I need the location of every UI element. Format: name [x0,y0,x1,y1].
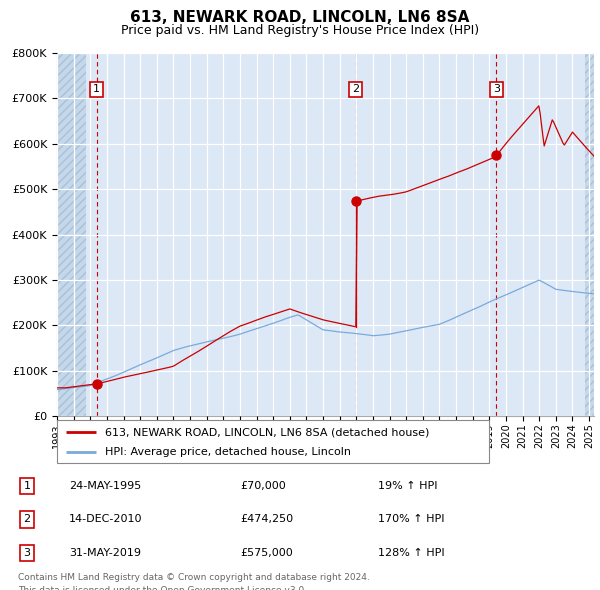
Text: 613, NEWARK ROAD, LINCOLN, LN6 8SA (detached house): 613, NEWARK ROAD, LINCOLN, LN6 8SA (deta… [104,427,429,437]
Text: This data is licensed under the Open Government Licence v3.0.: This data is licensed under the Open Gov… [18,586,307,590]
Text: 3: 3 [23,548,31,558]
Text: 19% ↑ HPI: 19% ↑ HPI [378,481,437,491]
Text: 170% ↑ HPI: 170% ↑ HPI [378,514,445,525]
Text: 3: 3 [493,84,500,94]
Text: 14-DEC-2010: 14-DEC-2010 [69,514,143,525]
Bar [585,53,594,416]
Text: 1: 1 [93,84,100,94]
Text: 2: 2 [23,514,31,525]
Text: 128% ↑ HPI: 128% ↑ HPI [378,548,445,558]
Text: £575,000: £575,000 [240,548,293,558]
Text: £474,250: £474,250 [240,514,293,525]
Text: Contains HM Land Registry data © Crown copyright and database right 2024.: Contains HM Land Registry data © Crown c… [18,573,370,582]
Bar [57,53,86,416]
Text: Price paid vs. HM Land Registry's House Price Index (HPI): Price paid vs. HM Land Registry's House … [121,24,479,37]
Text: 24-MAY-1995: 24-MAY-1995 [69,481,141,491]
Text: £70,000: £70,000 [240,481,286,491]
Text: 2: 2 [352,84,359,94]
Text: 613, NEWARK ROAD, LINCOLN, LN6 8SA: 613, NEWARK ROAD, LINCOLN, LN6 8SA [130,10,470,25]
Text: 1: 1 [23,481,31,491]
Text: 31-MAY-2019: 31-MAY-2019 [69,548,141,558]
FancyBboxPatch shape [57,420,489,463]
Text: HPI: Average price, detached house, Lincoln: HPI: Average price, detached house, Linc… [104,447,350,457]
